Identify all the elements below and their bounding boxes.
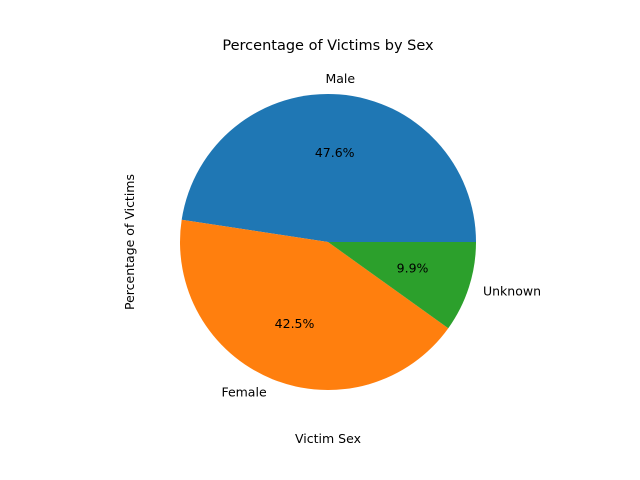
pie-slice-female <box>179 219 449 391</box>
slice-percent-male: 47.6% <box>315 145 355 160</box>
pie-slices <box>179 93 476 391</box>
slice-label-female: Female <box>221 384 267 399</box>
y-axis-label: Percentage of Victims <box>122 174 137 310</box>
slice-label-male: Male <box>325 71 355 86</box>
pie-labels: Male 47.6% Female 42.5% Unknown 9.9% <box>221 71 541 399</box>
pie-slice-unknown <box>328 242 476 329</box>
slice-percent-female: 42.5% <box>275 316 315 331</box>
pie-slice-male <box>181 93 476 242</box>
x-axis-label: Victim Sex <box>295 431 361 446</box>
slice-label-unknown: Unknown <box>483 283 541 298</box>
slice-percent-unknown: 9.9% <box>397 261 429 276</box>
chart-title: Percentage of Victims by Sex <box>222 38 434 54</box>
